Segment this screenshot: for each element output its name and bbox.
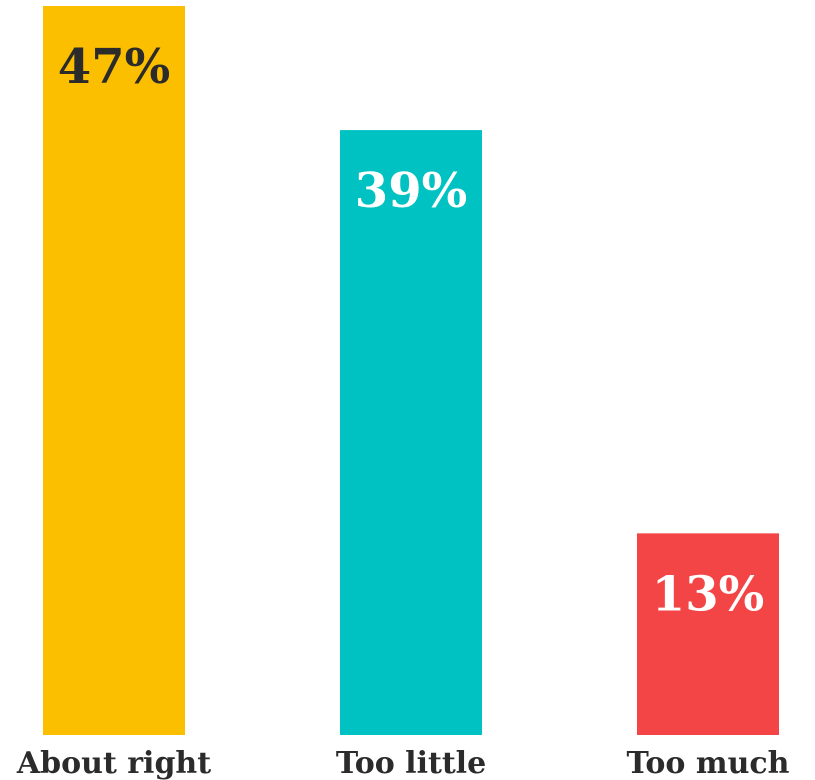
category-label: Too little (336, 746, 486, 780)
category-label: Too much (627, 746, 790, 780)
bar-too-much (637, 533, 779, 735)
value-labels-group: 47% 39% 13% (58, 39, 764, 622)
bar-too-little (340, 130, 482, 736)
value-label: 39% (355, 163, 467, 219)
category-labels-group: About right Too little Too much (16, 746, 790, 780)
category-label: About right (16, 746, 211, 780)
value-label: 13% (652, 566, 764, 622)
bar-about-right (43, 6, 185, 735)
value-label: 47% (58, 39, 170, 95)
bars-group (43, 6, 779, 736)
